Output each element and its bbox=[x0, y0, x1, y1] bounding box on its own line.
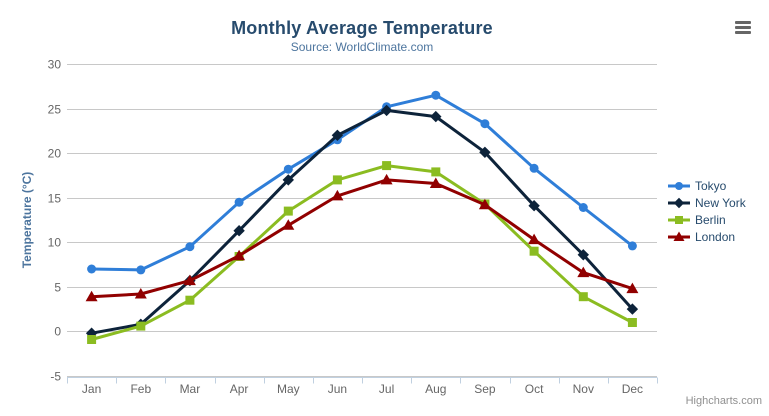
new-york-series-marker-icon bbox=[668, 197, 690, 209]
svg-text:0: 0 bbox=[54, 325, 61, 339]
svg-text:Oct: Oct bbox=[525, 382, 544, 396]
legend: Tokyo New York Berlin London bbox=[668, 177, 746, 245]
export-menu-button[interactable] bbox=[735, 21, 751, 34]
legend-item-london[interactable]: London bbox=[668, 228, 746, 245]
svg-text:Mar: Mar bbox=[180, 382, 201, 396]
svg-text:10: 10 bbox=[48, 236, 62, 250]
berlin-series-marker-icon bbox=[668, 214, 690, 226]
chart-title: Monthly Average Temperature bbox=[231, 18, 493, 38]
svg-text:Jul: Jul bbox=[379, 382, 394, 396]
legend-label-tokyo: Tokyo bbox=[695, 178, 727, 193]
legend-label-new-york: New York bbox=[695, 195, 746, 210]
legend-item-new-york[interactable]: New York bbox=[668, 194, 746, 211]
svg-text:5: 5 bbox=[54, 281, 61, 295]
london-series-marker-icon bbox=[668, 231, 690, 243]
highcharts-credits-link[interactable]: Highcharts.com bbox=[685, 395, 762, 407]
svg-text:30: 30 bbox=[48, 58, 62, 72]
svg-text:25: 25 bbox=[48, 103, 62, 117]
legend-label-berlin: Berlin bbox=[695, 212, 726, 227]
svg-text:15: 15 bbox=[48, 192, 62, 206]
tokyo-series-marker-icon bbox=[668, 180, 690, 192]
legend-item-tokyo[interactable]: Tokyo bbox=[668, 177, 746, 194]
svg-text:Sep: Sep bbox=[474, 382, 496, 396]
svg-text:Apr: Apr bbox=[230, 382, 249, 396]
svg-text:Feb: Feb bbox=[130, 382, 151, 396]
svg-text:Nov: Nov bbox=[573, 382, 594, 396]
svg-text:May: May bbox=[277, 382, 300, 396]
hamburger-icon bbox=[735, 31, 751, 34]
svg-text:Jan: Jan bbox=[82, 382, 101, 396]
svg-text:Jun: Jun bbox=[328, 382, 347, 396]
svg-text:20: 20 bbox=[48, 147, 62, 161]
hamburger-icon bbox=[735, 21, 751, 24]
svg-text:Dec: Dec bbox=[622, 382, 643, 396]
svg-text:-5: -5 bbox=[50, 370, 61, 384]
hamburger-icon bbox=[735, 26, 751, 29]
chart-subtitle: Source: WorldClimate.com bbox=[290, 40, 434, 54]
svg-text:Aug: Aug bbox=[425, 382, 446, 396]
legend-item-berlin[interactable]: Berlin bbox=[668, 211, 746, 228]
legend-label-london: London bbox=[695, 229, 736, 244]
